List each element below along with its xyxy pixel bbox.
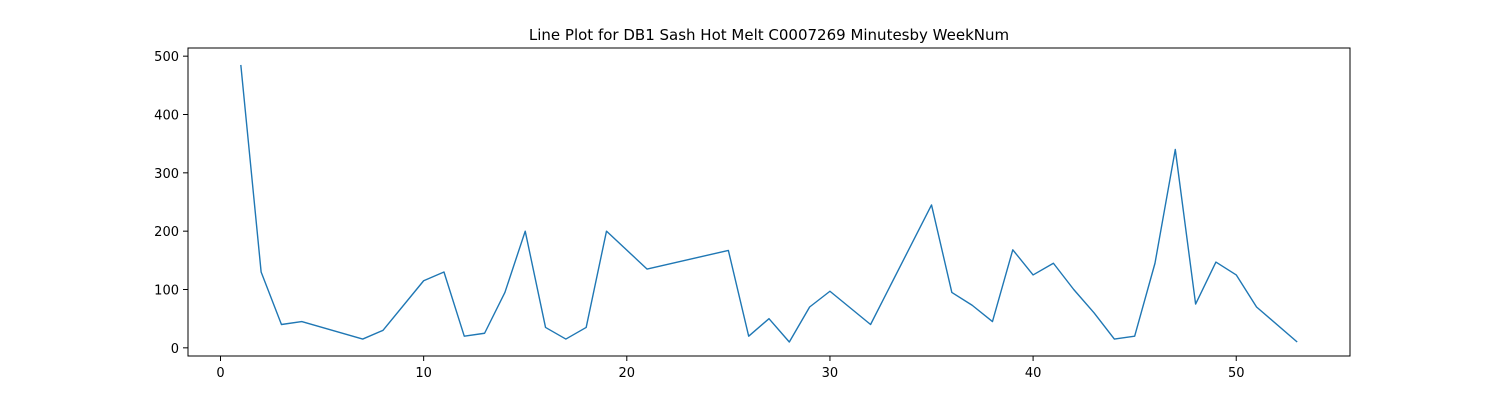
- plot-frame: [187, 47, 1351, 357]
- x-tick-label: 30: [822, 366, 839, 381]
- y-tick-label: 200: [154, 225, 179, 240]
- y-tick-label: 0: [171, 342, 179, 357]
- series-line: [240, 64, 1298, 343]
- x-tick-label: 10: [415, 366, 432, 381]
- x-tick-label: 50: [1228, 366, 1245, 381]
- x-tick-label: 40: [1025, 366, 1042, 381]
- y-tick-label: 400: [154, 109, 179, 124]
- x-tick-label: 0: [216, 366, 224, 381]
- x-tick-label: 20: [619, 366, 636, 381]
- chart-title: Line Plot for DB1 Sash Hot Melt C0007269…: [529, 26, 1009, 44]
- y-tick-label: 500: [154, 50, 179, 65]
- y-tick-label: 300: [154, 167, 179, 182]
- y-tick-label: 100: [154, 284, 179, 299]
